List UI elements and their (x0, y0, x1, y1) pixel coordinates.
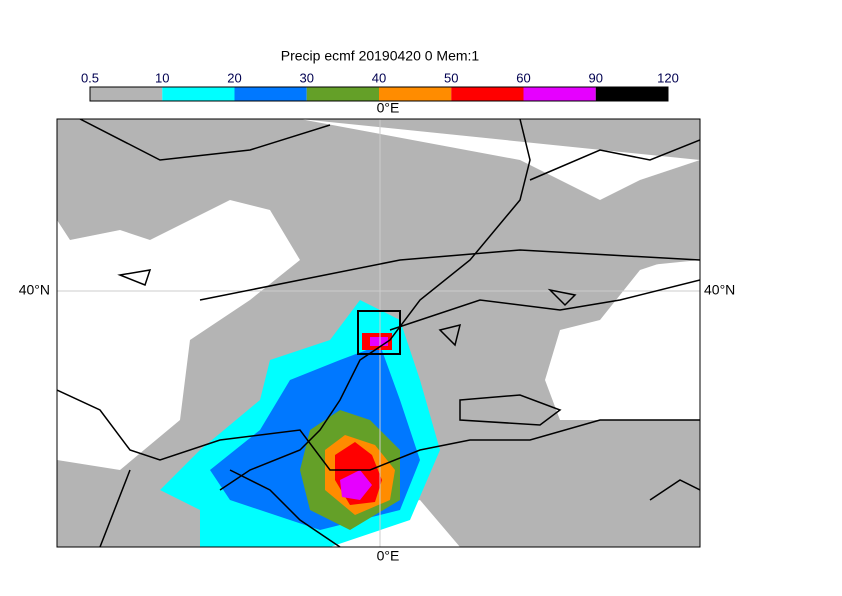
map (57, 119, 700, 547)
colorbar-frame (89, 86, 669, 102)
lat-label-left: 40°N (19, 282, 50, 298)
colorbar-segment (234, 87, 307, 101)
lon-label-top: 0°E (377, 100, 400, 116)
colorbar-label: 0.5 (81, 70, 99, 85)
colorbar-label: 20 (227, 70, 241, 85)
colorbar-label: 120 (657, 70, 679, 85)
title: Precip ecmf 20190420 0 Mem:1 (281, 48, 480, 64)
colorbar-segment (162, 87, 235, 101)
precip-light (57, 170, 700, 530)
precip-50 (335, 333, 392, 505)
colorbar-segment (595, 87, 668, 101)
colorbar: 0.5 10 20 30 40 50 60 90 120 (81, 70, 679, 102)
colorbar-segment (379, 87, 452, 101)
colorbar-segment (306, 87, 379, 101)
colorbar-segment (451, 87, 524, 101)
colorbar-segment (90, 87, 163, 101)
colorbar-label: 30 (300, 70, 314, 85)
colorbar-label: 40 (372, 70, 386, 85)
map-frame (56, 118, 701, 548)
lon-label-bottom: 0°E (377, 548, 400, 564)
colorbar-segment (523, 87, 596, 101)
colorbar-label: 50 (444, 70, 458, 85)
colorbar-label: 60 (516, 70, 530, 85)
precip-60 (340, 337, 388, 500)
colorbar-label: 10 (155, 70, 169, 85)
lat-label-right: 40°N (704, 282, 735, 298)
colorbar-label: 90 (589, 70, 603, 85)
